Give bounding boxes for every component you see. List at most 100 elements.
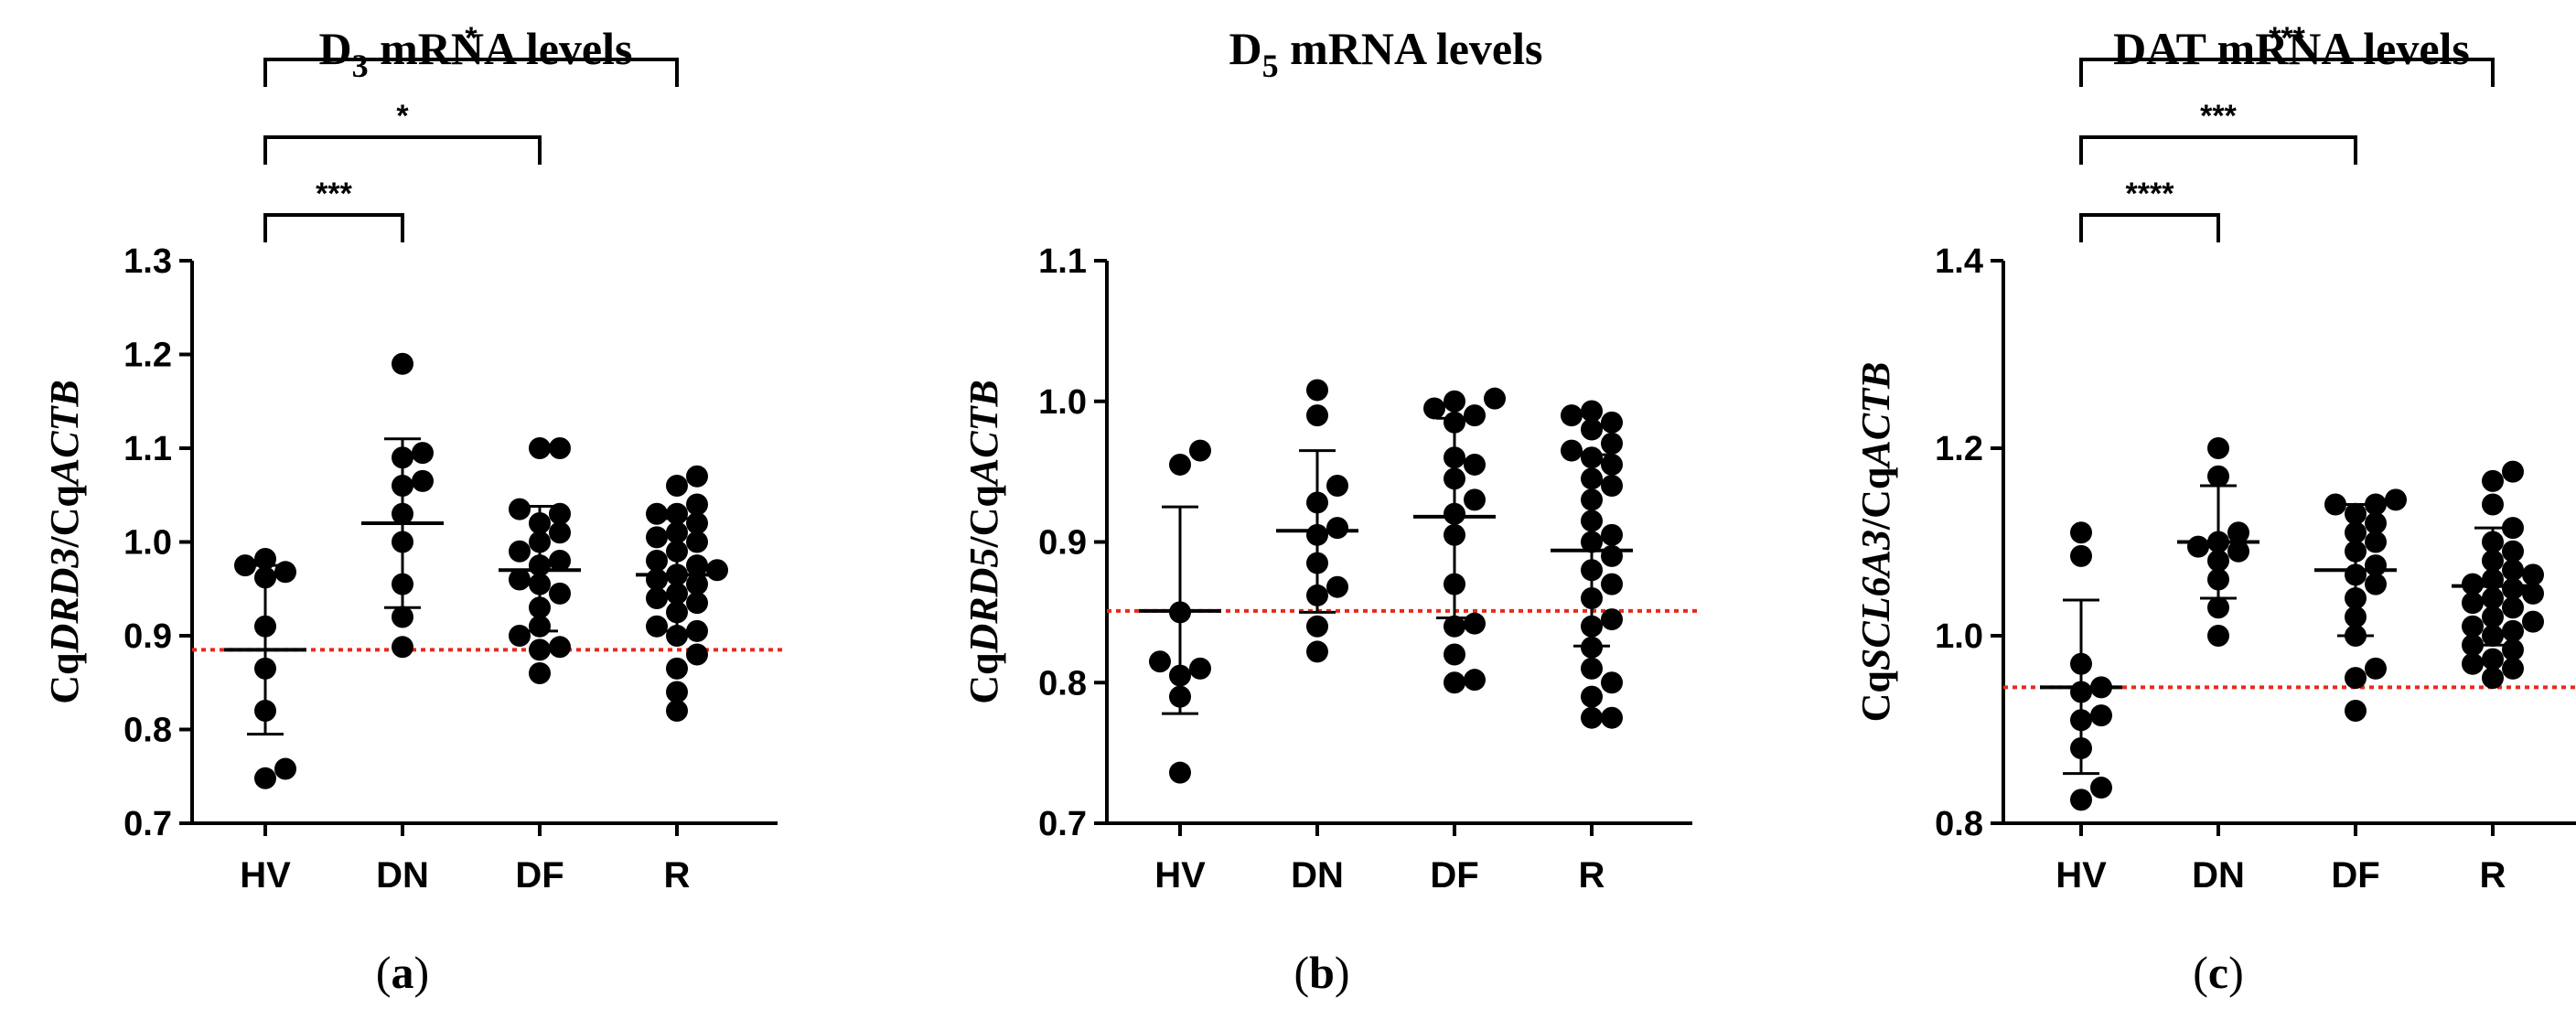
y-tick-label: 1.4	[1935, 242, 1983, 281]
data-point	[666, 681, 688, 703]
data-point	[2482, 648, 2504, 670]
data-point	[646, 526, 668, 549]
data-point	[1306, 640, 1328, 663]
data-point	[1306, 404, 1328, 427]
data-point	[1561, 404, 1583, 427]
data-point	[1189, 657, 1211, 680]
chart-title-subscript: 3	[352, 48, 369, 84]
data-point	[549, 437, 571, 459]
data-point	[1444, 615, 1465, 638]
data-point	[254, 767, 276, 789]
chart-title-main: D	[319, 23, 352, 74]
group-DN	[361, 352, 444, 659]
bracket-line	[263, 58, 679, 87]
x-tick-label: DF	[515, 855, 564, 896]
data-point	[646, 568, 668, 591]
x-tick-label: HV	[240, 855, 291, 896]
group-HV	[224, 547, 306, 789]
panel-2: D5 mRNA levels CqDRD5/CqACTB 0.7 0.8 0.9 1.0 1…	[961, 23, 1701, 998]
data-point	[2462, 634, 2484, 657]
y-tick-label: 1.0	[123, 524, 172, 563]
panel-label-letter: b	[1309, 947, 1335, 998]
panel-label-close: )	[2228, 947, 2244, 998]
y-tick-label: 1.0	[1038, 383, 1087, 422]
data-point	[1601, 573, 1623, 595]
bracket-line	[2079, 58, 2495, 87]
group-DF	[499, 437, 581, 684]
data-point	[1464, 669, 1486, 692]
data-point	[1306, 615, 1328, 638]
panel-label: (c)	[2193, 947, 2244, 998]
data-point	[686, 573, 708, 595]
data-point	[2070, 788, 2092, 811]
data-point	[2187, 535, 2209, 558]
data-point	[2207, 437, 2229, 459]
data-point	[509, 540, 531, 563]
bracket-line	[263, 135, 542, 165]
data-point	[646, 550, 668, 572]
y-axis-label-separator: /Cq	[1853, 467, 1898, 531]
data-point	[392, 352, 413, 375]
data-point	[234, 554, 256, 577]
data-point	[2462, 615, 2484, 638]
data-point	[1464, 404, 1486, 427]
y-axis-label-reference: ACTB	[961, 380, 1006, 488]
x-tick-label: DF	[2331, 855, 2379, 896]
data-point	[706, 559, 728, 582]
y-tick-label: 0.7	[123, 805, 172, 843]
data-point	[1581, 418, 1603, 441]
y-tick-label: 1.2	[1935, 430, 1983, 468]
bracket-line	[263, 213, 404, 242]
data-point	[2207, 465, 2229, 488]
data-point	[686, 643, 708, 666]
data-point	[2365, 512, 2387, 534]
data-point	[666, 475, 688, 497]
data-point	[549, 582, 571, 605]
data-point	[509, 498, 531, 520]
data-point	[509, 568, 531, 591]
data-point	[2385, 488, 2407, 511]
y-tick-label: 0.8	[123, 712, 172, 750]
chart-title-subscript: 5	[1262, 48, 1279, 84]
data-point	[1306, 379, 1328, 402]
data-point	[646, 615, 668, 638]
data-point	[686, 512, 708, 534]
data-point	[1601, 706, 1623, 729]
data-point	[1581, 400, 1603, 423]
significance-bracket: ***	[2079, 99, 2357, 165]
significance-bracket: ****	[2079, 177, 2220, 242]
data-point	[1444, 390, 1465, 413]
data-point	[1444, 643, 1465, 666]
data-point	[1423, 397, 1445, 420]
data-point	[412, 442, 434, 465]
bracket-line	[2079, 213, 2220, 242]
data-point	[549, 502, 571, 525]
data-point	[1444, 671, 1465, 694]
data-point	[2070, 521, 2092, 544]
data-point	[392, 636, 413, 659]
chart-title: DAT mRNA levels	[2113, 23, 2470, 74]
x-tick-label: HV	[1154, 855, 1206, 896]
x-tick-label: DN	[1291, 855, 1344, 896]
y-axis-label-prefix: Cq	[1853, 670, 1898, 723]
data-point	[1601, 523, 1623, 546]
chart-title-rest: mRNA levels	[1279, 23, 1543, 74]
data-point	[2070, 544, 2092, 567]
y-tick-label: 1.3	[123, 242, 172, 281]
data-point	[2502, 540, 2524, 563]
data-point	[2482, 667, 2504, 690]
data-point	[2502, 517, 2524, 540]
data-point	[1601, 475, 1623, 497]
significance-bracket: *	[263, 21, 679, 87]
y-axis-label-separator: /Cq	[42, 485, 87, 549]
data-point	[549, 636, 571, 659]
y-tick-label: 0.9	[1038, 524, 1087, 563]
data-point	[529, 638, 551, 661]
chart-title-rest: mRNA levels	[369, 23, 633, 74]
panel-label-open: (	[1293, 947, 1309, 998]
y-tick-label: 1.0	[1935, 617, 1983, 656]
group-DN	[1276, 379, 1358, 663]
significance-bracket: *	[263, 99, 542, 165]
data-point	[1601, 432, 1623, 455]
group-R	[2452, 460, 2544, 690]
